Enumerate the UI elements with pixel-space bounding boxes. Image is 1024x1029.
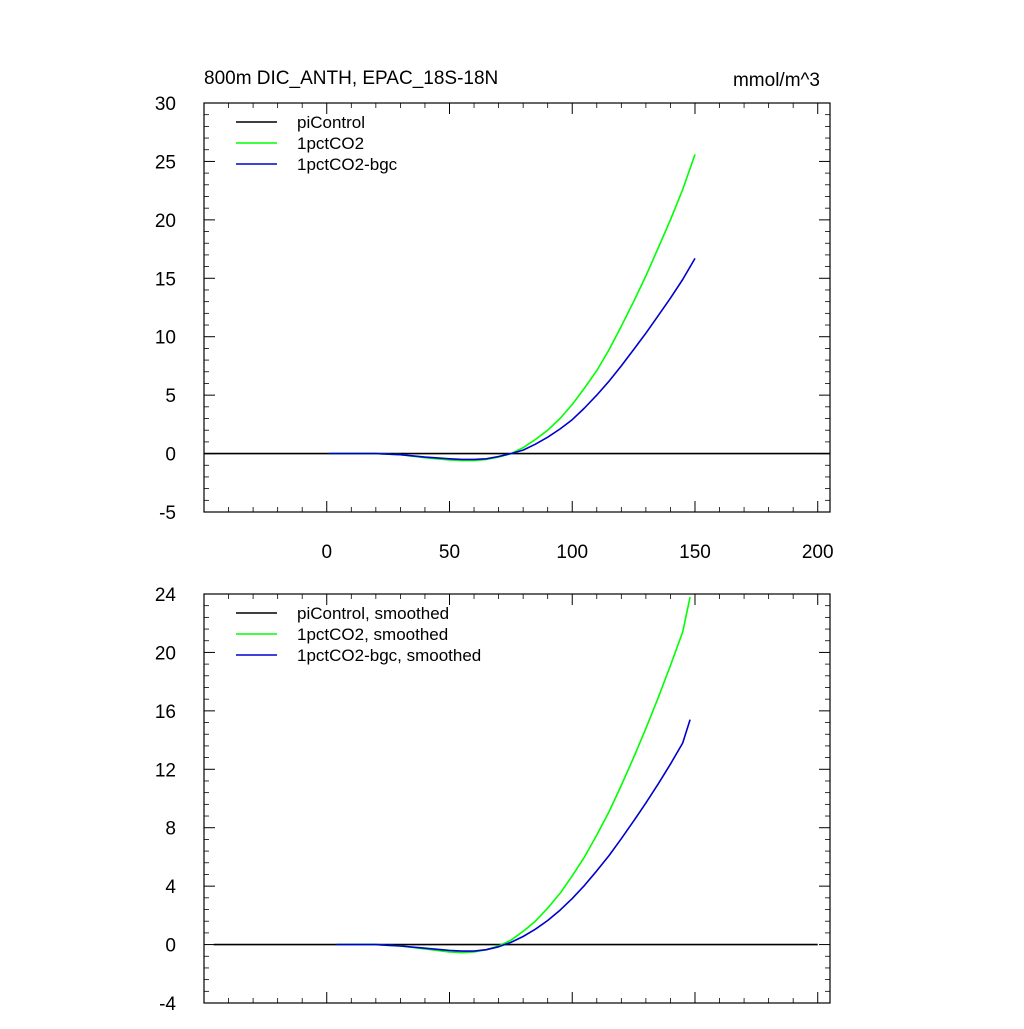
legend-label: piControl [297, 113, 365, 132]
y-tick-label: 4 [165, 877, 176, 898]
bottom-plot-frame [203, 593, 831, 1004]
top-panel: 800m DIC_ANTH, EPAC_18S-18N mmol/m^3 0 50… [155, 68, 834, 563]
y-tick-label: -4 [159, 994, 176, 1015]
legend-label: 1pctCO2 [297, 134, 364, 153]
y-tick-label: 12 [155, 760, 176, 781]
y-tick-label: 16 [155, 702, 176, 723]
top-legend: piControl 1pctCO2 1pctCO2-bgc [236, 113, 398, 174]
legend-label: 1pctCO2, smoothed [297, 625, 448, 644]
y-tick-label: 25 [155, 152, 176, 173]
y-tick-label: 24 [155, 585, 177, 606]
legend-label: 1pctCO2-bgc [297, 155, 398, 174]
y-tick-label: 20 [155, 211, 176, 232]
series-line-1pctco2-smoothed [336, 596, 691, 954]
x-tick-label: 200 [802, 542, 834, 563]
series-line-1pctco2 [329, 154, 696, 462]
x-tick-label: 100 [556, 542, 588, 563]
y-tick-label: 20 [155, 643, 176, 664]
y-tick-label: 0 [165, 445, 176, 466]
y-tick-label: 5 [165, 386, 176, 407]
plot-border [203, 102, 831, 513]
x-tick-label: 150 [679, 542, 711, 563]
y-tick-label: 0 [165, 936, 176, 957]
x-tick-label: 50 [439, 542, 460, 563]
legend-label: 1pctCO2-bgc, smoothed [297, 646, 481, 665]
x-tick-label: 0 [321, 542, 332, 563]
legend-label: piControl, smoothed [297, 604, 449, 623]
y-tick-label: 8 [165, 819, 176, 840]
bottom-panel: -4 0 4 8 12 16 20 24 piControl, smoothed 1pctCO2… [155, 585, 831, 1015]
top-series-lines [204, 154, 830, 462]
bottom-y-tick-labels: -4 0 4 8 12 16 20 24 [155, 585, 177, 1015]
bottom-series-lines [213, 596, 818, 954]
y-tick-label: 10 [155, 328, 176, 349]
series-line-1pctco2-bgc [329, 257, 696, 461]
chart-title: 800m DIC_ANTH, EPAC_18S-18N [204, 68, 498, 89]
plot-border [203, 593, 831, 1004]
y-tick-label: 15 [155, 269, 176, 290]
top-x-tick-labels: 0 50 100 150 200 [321, 542, 833, 563]
series-line-1pctco2-bgc-smoothed [336, 719, 691, 952]
top-y-tick-labels: -5 0 5 10 15 20 25 30 [155, 94, 176, 524]
y-tick-label: 30 [155, 94, 176, 115]
top-plot-frame [203, 102, 831, 513]
bottom-legend: piControl, smoothed 1pctCO2, smoothed 1pct… [236, 604, 481, 665]
units-label: mmol/m^3 [733, 70, 820, 91]
y-tick-label: -5 [159, 503, 176, 524]
